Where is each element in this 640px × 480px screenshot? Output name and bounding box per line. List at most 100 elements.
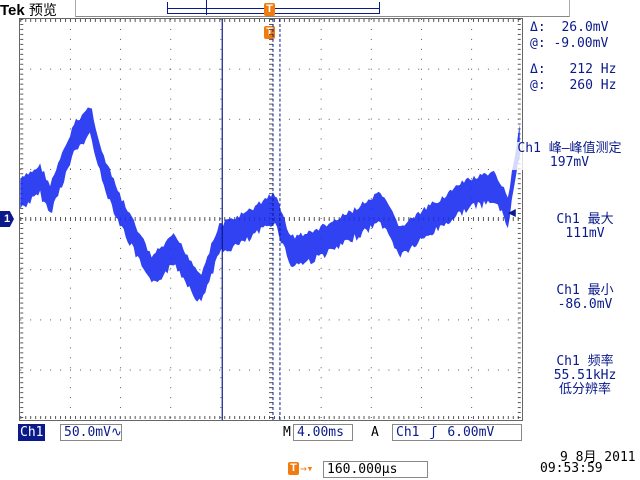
edge-tick — [517, 327, 521, 329]
grid-dot — [471, 267, 473, 269]
grid-dot — [79, 168, 81, 170]
grid-dot — [209, 168, 211, 170]
grid-dot — [471, 48, 473, 50]
edge-tick — [273, 416, 275, 420]
edge-tick — [517, 402, 521, 404]
center-tick — [199, 217, 201, 221]
grid-dot — [420, 297, 422, 299]
grid-dot — [328, 319, 330, 321]
grid-dot — [229, 168, 231, 170]
grid-dot — [220, 58, 222, 60]
grid-dot — [170, 218, 172, 220]
grid-dot — [120, 407, 122, 409]
grid-dot — [398, 269, 400, 271]
edge-tick — [244, 416, 246, 420]
center-tick — [458, 217, 460, 221]
edge-tick — [507, 416, 509, 420]
center-tick — [269, 138, 273, 140]
edge-tick — [174, 416, 176, 420]
volts-per-div[interactable]: 50.0mV∿ — [60, 424, 122, 441]
grid-dot — [60, 369, 62, 371]
edge-tick — [338, 416, 340, 420]
trigger-marker-icon[interactable]: T — [264, 26, 275, 39]
edge-tick — [348, 19, 350, 22]
trigger-offset[interactable]: 160.000µs — [323, 461, 428, 478]
grid-dot — [170, 108, 172, 110]
edge-tick — [20, 377, 24, 379]
grid-dot — [458, 68, 460, 70]
center-tick — [149, 217, 151, 221]
grid-dot — [420, 28, 422, 30]
edge-tick — [472, 19, 474, 22]
grid-dot — [428, 68, 430, 70]
grid-dot — [318, 68, 320, 70]
grid-dot — [308, 168, 310, 170]
measurement-frequency[interactable]: Ch1 频率 55.51kHz 低分辨率 — [520, 355, 640, 397]
grid-dot — [70, 68, 71, 70]
grid-dot — [458, 319, 460, 321]
grid-dot — [149, 118, 151, 120]
grid-dot — [40, 68, 42, 70]
trigger-settings[interactable]: Ch1 ʃ 6.00mV — [392, 424, 522, 441]
center-tick — [288, 217, 290, 221]
edge-tick — [468, 416, 470, 420]
edge-tick — [338, 19, 340, 22]
grid-dot — [220, 178, 222, 180]
edge-tick — [517, 213, 521, 215]
measurement-peak-to-peak[interactable]: Ch1 峰—峰值测定 197mV — [497, 142, 640, 170]
grid-dot — [408, 68, 410, 70]
edge-tick — [472, 416, 474, 420]
center-tick — [45, 217, 47, 221]
channel-label[interactable]: Ch1 — [18, 424, 46, 441]
center-tick — [30, 217, 32, 221]
edge-tick — [313, 19, 315, 22]
edge-tick — [239, 416, 241, 420]
grid-dot — [120, 168, 122, 170]
grid-dot — [220, 267, 222, 269]
grid-dot — [320, 367, 322, 369]
grid-dot — [220, 218, 222, 220]
edge-tick — [308, 19, 310, 22]
grid-dot — [338, 369, 340, 371]
measurement-min[interactable]: Ch1 最小 -86.0mV — [520, 284, 640, 312]
grid-dot — [348, 118, 350, 120]
grid-dot — [328, 269, 330, 271]
waveform-display[interactable] — [19, 18, 523, 421]
center-tick — [269, 168, 273, 170]
grid-dot — [109, 168, 111, 170]
edge-tick — [99, 19, 101, 22]
edge-tick — [20, 73, 24, 75]
grid-dot — [259, 118, 261, 120]
edge-tick — [517, 362, 521, 364]
grid-dot — [288, 118, 290, 120]
grid-dot — [320, 257, 322, 259]
measurement-max[interactable]: Ch1 最大 111mV — [520, 213, 640, 241]
grid-dot — [170, 307, 172, 309]
grid-dot — [420, 277, 422, 279]
grid-dot — [69, 307, 71, 309]
grid-dot — [378, 118, 380, 120]
grid-dot — [408, 269, 410, 271]
center-tick — [269, 163, 273, 165]
edge-tick — [423, 19, 425, 22]
grid-dot — [388, 68, 390, 70]
center-tick — [204, 217, 206, 221]
grid-dot — [199, 68, 201, 70]
edge-tick — [517, 322, 521, 324]
grid-dot — [370, 417, 372, 419]
timebase-value[interactable]: 4.00ms — [293, 424, 353, 441]
grid-dot — [370, 277, 372, 279]
edge-tick — [94, 416, 96, 420]
grid-dot — [69, 188, 71, 190]
edge-tick — [502, 416, 504, 420]
grid-dot — [109, 68, 111, 70]
edge-tick — [517, 262, 521, 264]
edge-tick — [70, 19, 71, 22]
grid-dot — [517, 369, 519, 371]
edge-tick — [20, 277, 24, 279]
center-tick — [269, 178, 273, 180]
edge-tick — [517, 83, 521, 85]
ch1-ground-marker[interactable]: 1 — [0, 211, 14, 227]
center-tick — [269, 158, 273, 160]
grid-dot — [239, 168, 241, 170]
